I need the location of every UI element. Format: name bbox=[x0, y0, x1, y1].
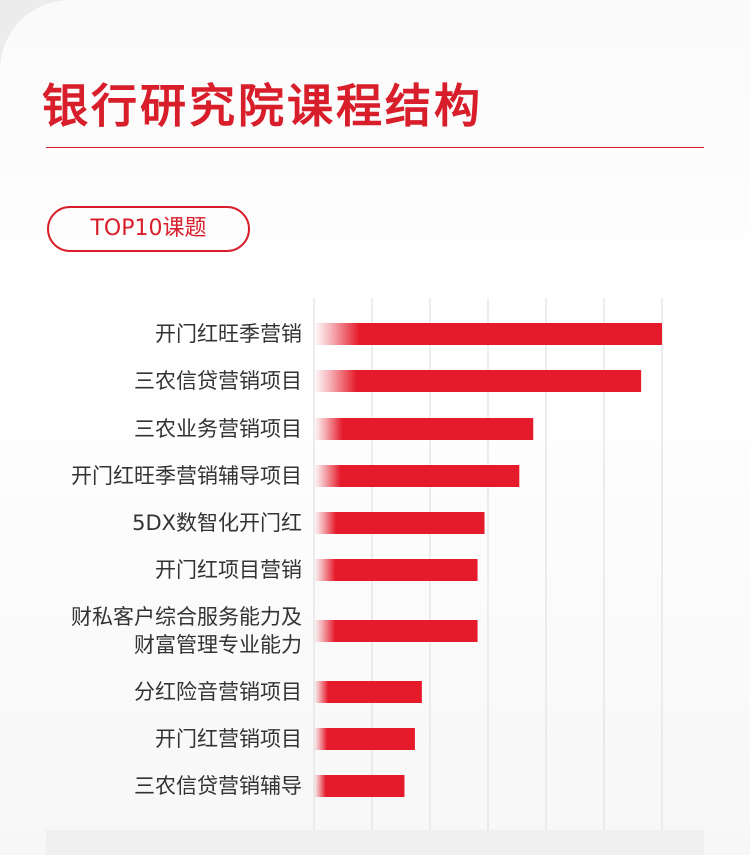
category-label-1: 三农信贷营销项目 bbox=[134, 369, 302, 393]
category-label-9: 三农信贷营销辅导 bbox=[134, 774, 302, 798]
category-label-6-1: 财富管理专业能力 bbox=[134, 633, 302, 657]
bar-9 bbox=[314, 775, 405, 797]
title-divider bbox=[46, 147, 704, 148]
bar-8 bbox=[314, 728, 415, 750]
top10-badge: TOP10课题 bbox=[47, 206, 250, 252]
category-label-3: 开门红旺季营销辅导项目 bbox=[71, 464, 302, 488]
bar-1 bbox=[314, 370, 642, 392]
page-title: 银行研究院课程结构 bbox=[42, 79, 483, 133]
bar-2 bbox=[314, 418, 534, 440]
bar-7 bbox=[314, 681, 422, 703]
category-label-7: 分红险音营销项目 bbox=[134, 680, 302, 704]
category-label-4: 5DX数智化开门红 bbox=[132, 511, 302, 535]
category-label-0: 开门红旺季营销 bbox=[155, 322, 302, 346]
category-label-2: 三农业务营销项目 bbox=[134, 417, 302, 441]
category-label-5: 开门红项目营销 bbox=[155, 558, 302, 582]
bar-6 bbox=[314, 620, 478, 642]
bar-0 bbox=[314, 323, 662, 345]
category-label-6-0: 财私客户综合服务能力及 bbox=[71, 605, 302, 629]
bar-4 bbox=[314, 512, 485, 534]
bottom-band bbox=[46, 830, 704, 855]
category-label-8: 开门红营销项目 bbox=[155, 727, 302, 751]
bar-3 bbox=[314, 465, 520, 487]
bar-5 bbox=[314, 559, 478, 581]
